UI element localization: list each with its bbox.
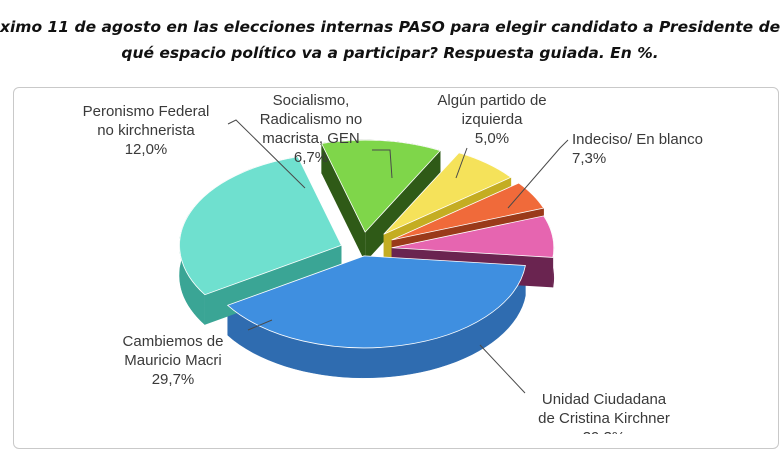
slice-value-socialismo: 6,7%: [294, 149, 328, 166]
leader-line-socialismo: [372, 149, 393, 179]
pie-slice-socialismo: [383, 152, 512, 235]
pie-chart: Unidad Ciudadana de Cristina Kirchner 39,3…: [83, 92, 703, 434]
pie-slice-peronismo: [321, 139, 441, 233]
slice-label-line: Indeciso/ En blanco: [572, 131, 703, 148]
slice-label-socialismo: Socialismo, Radicalismo no macrista, GEN 6,…: [260, 92, 363, 166]
slice-value-indeciso: 7,3%: [572, 150, 606, 167]
slice-label-line: izquierda: [462, 111, 524, 128]
pie-slice-cambiemos: [179, 156, 343, 296]
pie-slice-izquierda: [391, 182, 545, 241]
slice-label-line: Peronismo Federal: [83, 103, 210, 120]
slice-label-line: Algún partido de: [437, 92, 546, 109]
leader-line-izquierda: [455, 147, 468, 179]
slice-value-izquierda: 5,0%: [475, 130, 509, 147]
slice-label-cambiemos: Cambiemos de Mauricio Macri 29,7%: [123, 333, 224, 388]
chart-title-line-1: ximo 11 de agosto en las elecciones inte…: [0, 18, 780, 36]
pie-slice-indeciso: [391, 215, 555, 258]
slice-label-izquierda: Algún partido de izquierda 5,0%: [437, 92, 546, 147]
slice-label-line: Mauricio Macri: [124, 352, 222, 369]
slice-value-peronismo: 12,0%: [125, 141, 168, 158]
leader-line-unidad: [479, 344, 526, 394]
pie-slice-unidad: [226, 255, 526, 349]
slice-label-line: Cambiemos de: [123, 333, 224, 350]
slice-value-cambiemos: 29,7%: [152, 371, 195, 388]
slice-label-line: Radicalismo no: [260, 111, 363, 128]
slice-label-line: Socialismo,: [273, 92, 350, 109]
slice-label-unidad: Unidad Ciudadana de Cristina Kirchner 39,3…: [538, 391, 670, 434]
slice-label-line: Unidad Ciudadana: [542, 391, 667, 408]
leader-line-indeciso: [507, 139, 569, 209]
slice-label-line: no kirchnerista: [97, 122, 195, 139]
slice-label-line: de Cristina Kirchner: [538, 410, 670, 427]
leader-line-cambiemos: [247, 319, 273, 331]
chart-title-line-2: qué espacio político va a participar? Re…: [121, 44, 659, 62]
slice-label-indeciso: Indeciso/ En blanco 7,3%: [572, 131, 703, 167]
slice-value-unidad: 39,3%: [583, 429, 626, 434]
slice-label-peronismo: Peronismo Federal no kirchnerista 12,0%: [83, 103, 210, 158]
pie-cut-peronismo-0: [321, 143, 366, 263]
slice-label-line: macrista, GEN: [262, 130, 360, 147]
leader-line-peronismo: [227, 119, 306, 189]
